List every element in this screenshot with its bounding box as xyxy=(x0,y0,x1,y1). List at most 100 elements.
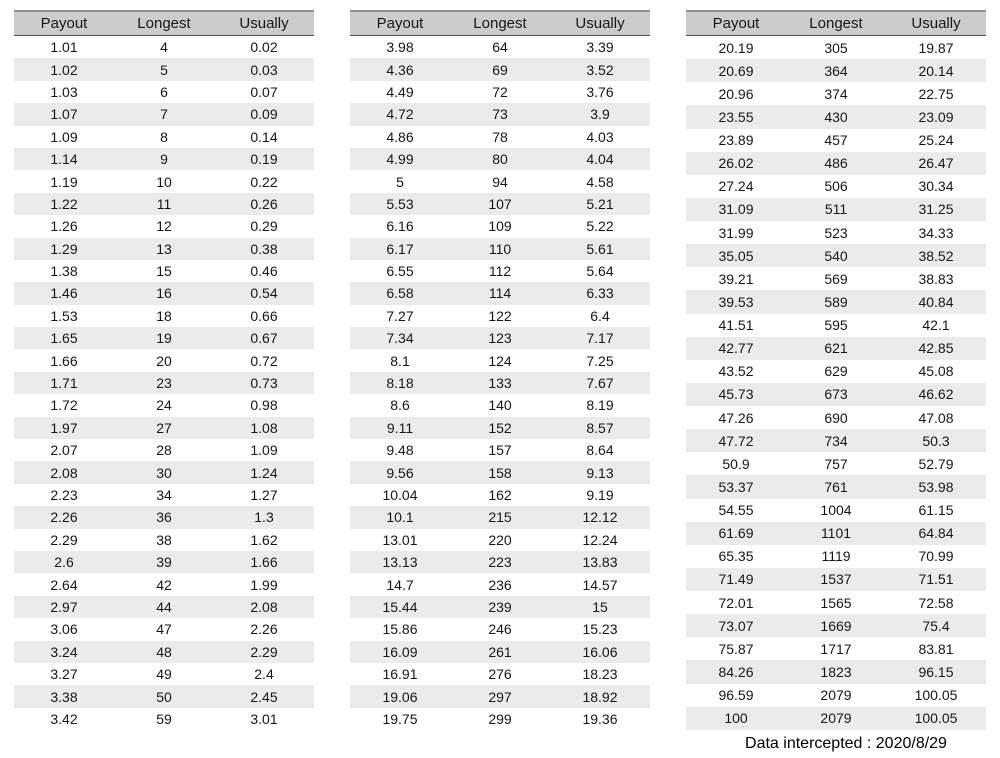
usually-cell: 100.05 xyxy=(914,687,958,704)
table-row: 19.06 297 18.92 xyxy=(350,685,650,708)
table-row: 2.23 34 1.27 xyxy=(14,484,314,506)
table-row: 2.07 28 1.09 xyxy=(14,439,314,461)
longest-cell: 595 xyxy=(824,317,848,334)
longest-cell: 36 xyxy=(156,509,172,526)
payout-cell: 5.53 xyxy=(386,195,414,212)
longest-cell: 59 xyxy=(156,710,172,727)
tables-row: Payout Longest Usually 1.01 4 0.02 1.02 xyxy=(14,10,986,731)
longest-cell: 690 xyxy=(824,409,848,426)
longest-cell: 140 xyxy=(488,397,512,414)
table-row: 47.26 690 47.08 xyxy=(686,406,986,429)
usually-cell: 19.36 xyxy=(582,710,618,727)
payout-cell: 5 xyxy=(396,173,404,190)
table-row: 4.86 78 4.03 xyxy=(350,126,650,148)
longest-cell: 72 xyxy=(492,83,508,100)
payout-cell: 1.07 xyxy=(50,106,78,123)
payout-cell: 1.71 xyxy=(50,375,78,392)
payout-cell: 100 xyxy=(724,710,748,727)
longest-cell: 757 xyxy=(824,455,848,472)
longest-cell: 673 xyxy=(824,386,848,403)
table-row: 54.55 1004 61.15 xyxy=(686,499,986,522)
payout-cell: 1.14 xyxy=(50,151,78,168)
table-row: 14.7 236 14.57 xyxy=(350,573,650,595)
longest-cell: 589 xyxy=(824,293,848,310)
payout-cell: 1.65 xyxy=(50,330,78,347)
usually-cell: 61.15 xyxy=(918,502,954,519)
usually-cell: 7.17 xyxy=(586,330,614,347)
usually-cell: 70.99 xyxy=(918,548,954,565)
payout-cell: 23.89 xyxy=(718,132,754,149)
data-intercepted-caption: Data intercepted : 2020/8/29 xyxy=(745,735,947,753)
usually-cell: 45.08 xyxy=(918,363,954,380)
payout-cell: 4.36 xyxy=(386,61,414,78)
table-row: 8.6 140 8.19 xyxy=(350,394,650,416)
payout-cell: 31.99 xyxy=(718,224,754,241)
table-row: 100 2079 100.05 xyxy=(686,706,986,731)
payout-cell: 4.72 xyxy=(386,106,414,123)
longest-cell: 523 xyxy=(824,224,848,241)
longest-cell: 23 xyxy=(156,375,172,392)
table-2-body: 3.98 64 3.39 4.36 69 3.52 4.49 72 3.76 xyxy=(350,36,650,731)
longest-cell: 18 xyxy=(156,307,172,324)
longest-cell: 276 xyxy=(488,666,512,683)
usually-cell: 0.03 xyxy=(250,61,278,78)
table-row: 3.98 64 3.39 xyxy=(350,36,650,59)
longest-cell: 122 xyxy=(488,307,512,324)
usually-cell: 72.58 xyxy=(918,594,954,611)
payout-cell: 10.04 xyxy=(382,487,418,503)
usually-cell: 1.62 xyxy=(250,531,278,548)
column-header-longest: Longest xyxy=(450,10,550,36)
payout-cell: 96.59 xyxy=(718,687,754,704)
payout-cell: 19.06 xyxy=(382,688,418,705)
longest-cell: 1823 xyxy=(820,663,852,680)
usually-cell: 3.01 xyxy=(250,710,278,727)
usually-cell: 18.23 xyxy=(582,666,618,683)
payout-cell: 65.35 xyxy=(718,548,754,565)
longest-cell: 124 xyxy=(488,352,512,369)
table-row: 16.91 276 18.23 xyxy=(350,663,650,685)
usually-cell: 0.67 xyxy=(250,330,278,347)
payout-cell: 23.55 xyxy=(718,108,754,125)
longest-cell: 69 xyxy=(492,61,508,78)
longest-cell: 569 xyxy=(824,270,848,287)
usually-cell: 1.24 xyxy=(250,464,278,481)
longest-cell: 1717 xyxy=(820,640,852,657)
table-row: 41.51 595 42.1 xyxy=(686,314,986,337)
longest-cell: 4 xyxy=(160,39,168,56)
longest-cell: 6 xyxy=(160,83,168,100)
longest-cell: 38 xyxy=(156,531,172,548)
longest-cell: 157 xyxy=(488,442,512,459)
payout-cell: 50.9 xyxy=(722,455,750,472)
longest-cell: 112 xyxy=(488,263,512,280)
column-header-usually: Usually xyxy=(886,10,986,36)
table-row: 2.64 42 1.99 xyxy=(14,573,314,595)
usually-cell: 0.26 xyxy=(250,195,278,212)
payout-cell: 19.75 xyxy=(382,710,418,727)
payout-cell: 2.08 xyxy=(50,464,78,481)
longest-cell: 1101 xyxy=(820,525,852,542)
payout-cell: 39.21 xyxy=(718,270,754,287)
table-row: 39.21 569 38.83 xyxy=(686,267,986,290)
table-row: 2.08 30 1.24 xyxy=(14,461,314,484)
longest-cell: 94 xyxy=(492,173,508,190)
usually-cell: 18.92 xyxy=(582,688,618,705)
usually-cell: 0.72 xyxy=(250,352,278,369)
longest-cell: 629 xyxy=(824,363,848,380)
table-row: 39.53 589 40.84 xyxy=(686,290,986,314)
usually-cell: 2.4 xyxy=(254,666,274,683)
usually-cell: 1.27 xyxy=(250,487,278,503)
payout-cell: 6.17 xyxy=(386,240,414,257)
table-row: 1.53 18 0.66 xyxy=(14,305,314,327)
table-row: 43.52 629 45.08 xyxy=(686,360,986,383)
usually-cell: 42.1 xyxy=(922,317,950,334)
table-row: 47.72 734 50.3 xyxy=(686,429,986,453)
usually-cell: 1.99 xyxy=(250,576,278,593)
usually-cell: 12.12 xyxy=(582,509,618,526)
longest-cell: 24 xyxy=(156,397,172,414)
usually-cell: 4.03 xyxy=(586,128,614,145)
payout-cell: 27.24 xyxy=(718,178,754,195)
payout-cell: 41.51 xyxy=(718,317,754,334)
longest-cell: 223 xyxy=(488,554,512,571)
usually-cell: 16.06 xyxy=(582,643,618,660)
usually-cell: 3.9 xyxy=(590,106,610,123)
